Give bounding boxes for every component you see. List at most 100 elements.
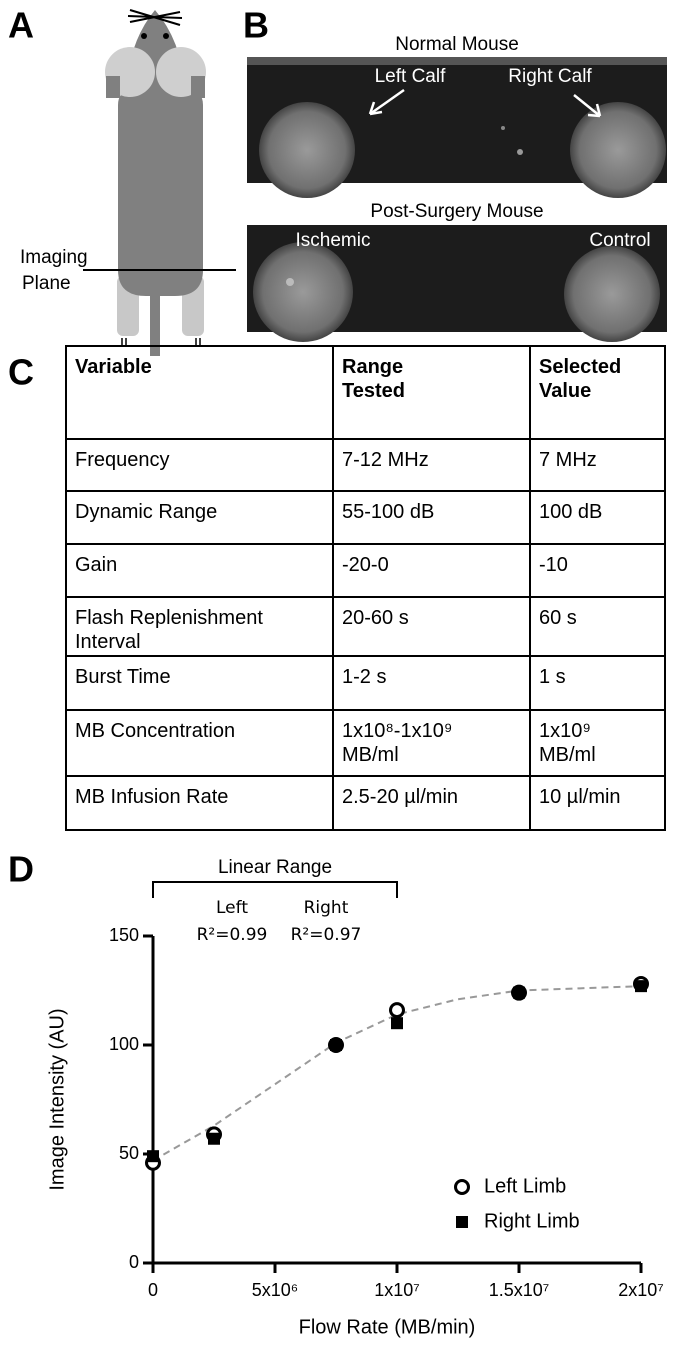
cell-text: -20-0	[342, 553, 497, 577]
table-row: MB Concentration 1x10⁸-1x10⁹ MB/ml 1x10⁹ M…	[66, 710, 665, 776]
cell-text: Gain	[75, 553, 315, 577]
ultrasound-image	[247, 57, 667, 198]
image-label: Ischemic	[296, 230, 371, 251]
header-text: Selected Value	[539, 355, 639, 403]
cell-text: MB Concentration	[75, 719, 315, 743]
table-cell: -20-0	[333, 544, 530, 597]
y-tick-label: 0	[129, 1252, 139, 1272]
table-cell: 1-2 s	[333, 656, 530, 710]
header-cell: Range Tested	[333, 346, 530, 439]
cell-text: 2.5-20 µl/min	[342, 785, 497, 809]
plane-label: Imaging	[20, 247, 88, 268]
cell-text: Burst Time	[75, 665, 315, 689]
header-text: Range Tested	[342, 355, 442, 403]
table-cell: 7-12 MHz	[333, 439, 530, 491]
range-bracket	[153, 882, 397, 898]
annotation: R²=0.99	[197, 925, 268, 945]
table-cell: -10	[530, 544, 665, 597]
table-cell: Frequency	[66, 439, 333, 491]
table-cell: 1 s	[530, 656, 665, 710]
cell-text: 20-60 s	[342, 606, 497, 630]
panel-label: B	[243, 5, 269, 46]
table-cell: Gain	[66, 544, 333, 597]
image-title: Post-Surgery Mouse	[370, 201, 543, 222]
cell-text: 55-100 dB	[342, 500, 497, 524]
legend-label: Left Limb	[484, 1175, 566, 1197]
cell-text: 1x10⁸-1x10⁹ MB/ml	[342, 719, 497, 767]
table-cell: MB Concentration	[66, 710, 333, 776]
table-cell: 7 MHz	[530, 439, 665, 491]
cell-text: 100 dB	[539, 500, 634, 524]
data-point	[513, 987, 525, 999]
table-cell: Burst Time	[66, 656, 333, 710]
data-point	[330, 1039, 342, 1051]
cell-text: 1 s	[539, 665, 634, 689]
panel-label: A	[8, 5, 34, 46]
data-point	[147, 1150, 159, 1162]
table-cell: Flash Replenishment Interval	[66, 597, 333, 656]
annotation: Right	[304, 898, 349, 918]
table-header: Variable Range Tested Selected Value	[66, 346, 665, 439]
cell-text: -10	[539, 553, 634, 577]
header-cell: Selected Value	[530, 346, 665, 439]
y-tick-label: 50	[119, 1143, 139, 1163]
header-cell: Variable	[66, 346, 333, 439]
table-cell: Dynamic Range	[66, 491, 333, 544]
parameter-table: Variable Range Tested Selected Value Fre…	[65, 345, 666, 831]
table-cell: 10 µl/min	[530, 776, 665, 830]
table-cell: 55-100 dB	[333, 491, 530, 544]
panel-label: D	[8, 849, 34, 890]
table-cell: 2.5-20 µl/min	[333, 776, 530, 830]
y-tick-label: 150	[109, 925, 139, 945]
y-axis-label: Image Intensity (AU)	[46, 1008, 68, 1190]
legend-marker	[456, 1216, 468, 1228]
table-row: Frequency 7-12 MHz 7 MHz	[66, 439, 665, 491]
x-tick-label: 1.5x10⁷	[489, 1280, 550, 1300]
annotation: Linear Range	[218, 857, 332, 878]
annotation: Left	[216, 898, 248, 918]
x-tick-label: 5x10⁶	[252, 1280, 298, 1300]
plane-label: Plane	[22, 273, 71, 294]
table-row: Burst Time 1-2 s 1 s	[66, 656, 665, 710]
data-point	[391, 1004, 404, 1017]
x-tick-label: 2x10⁷	[618, 1280, 664, 1300]
table-row: Dynamic Range 55-100 dB 100 dB	[66, 491, 665, 544]
image-label: Left Calf	[375, 66, 446, 87]
cell-text: 7 MHz	[539, 448, 634, 472]
chart: 0 50 100 150 0 5x10⁶ 1x10⁷ 1.5x10⁷ 2x10⁷ Flow Rat…	[46, 857, 663, 1338]
cell-text: 1-2 s	[342, 665, 497, 689]
cell-text: Dynamic Range	[75, 500, 315, 524]
cell-text: MB Infusion Rate	[75, 785, 315, 809]
table-cell: 20-60 s	[333, 597, 530, 656]
table-row: Flash Replenishment Interval 20-60 s 60 s	[66, 597, 665, 656]
data-point	[208, 1133, 220, 1145]
legend-marker	[456, 1181, 469, 1194]
cell-text: Frequency	[75, 448, 315, 472]
table-cell: 1x10⁹ MB/ml	[530, 710, 665, 776]
mouse-drawing	[105, 10, 206, 356]
table-row: MB Infusion Rate 2.5-20 µl/min 10 µl/min	[66, 776, 665, 830]
table-row: Gain -20-0 -10	[66, 544, 665, 597]
image-label: Right Calf	[508, 66, 592, 87]
x-tick-label: 0	[148, 1280, 158, 1300]
table-cell: 60 s	[530, 597, 665, 656]
table-cell: 100 dB	[530, 491, 665, 544]
cell-text: Flash Replenishment Interval	[75, 606, 315, 654]
cell-text: 7-12 MHz	[342, 448, 497, 472]
image-title: Normal Mouse	[395, 34, 519, 55]
legend-label: Right Limb	[484, 1210, 580, 1232]
figure: A Imaging Plane B Normal Mouse Left Calf…	[0, 0, 673, 1347]
annotation: R²=0.97	[291, 925, 362, 945]
cell-text: 1x10⁹ MB/ml	[539, 719, 634, 767]
table-cell: MB Infusion Rate	[66, 776, 333, 830]
y-tick-label: 100	[109, 1034, 139, 1054]
x-axis-label: Flow Rate (MB/min)	[299, 1316, 476, 1338]
table-cell: 1x10⁸-1x10⁹ MB/ml	[333, 710, 530, 776]
image-label: Control	[589, 230, 650, 251]
data-point	[391, 1017, 403, 1029]
cell-text: 60 s	[539, 606, 634, 630]
data-point	[635, 980, 647, 992]
cell-text: 10 µl/min	[539, 785, 634, 809]
x-tick-label: 1x10⁷	[374, 1280, 420, 1300]
panel-label: C	[8, 352, 34, 393]
